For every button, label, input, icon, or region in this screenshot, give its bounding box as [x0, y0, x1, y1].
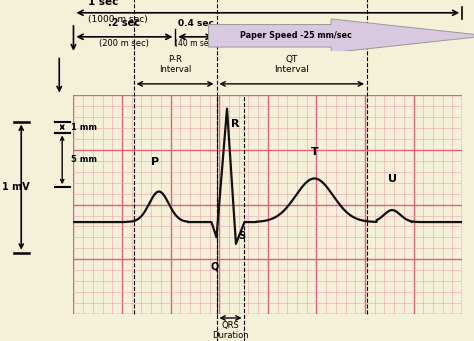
Text: 1 mV: 1 mV — [1, 182, 29, 192]
Text: QRS
Duration: QRS Duration — [212, 321, 249, 340]
Text: S: S — [238, 231, 246, 241]
Text: (40 m sec): (40 m sec) — [175, 40, 216, 48]
Text: QT
Interval: QT Interval — [274, 56, 309, 74]
Text: (1000 m sec): (1000 m sec) — [88, 15, 147, 24]
Text: Q: Q — [210, 261, 219, 271]
Text: .2 sec: .2 sec — [109, 18, 140, 28]
Text: 1 sec: 1 sec — [88, 0, 118, 6]
Text: 5 mm: 5 mm — [71, 155, 97, 164]
Text: Paper Speed -25 mm/sec: Paper Speed -25 mm/sec — [240, 31, 352, 40]
FancyBboxPatch shape — [209, 19, 474, 53]
Text: P-R
Interval: P-R Interval — [159, 56, 191, 74]
Text: U: U — [388, 174, 397, 184]
Text: P: P — [151, 158, 159, 167]
Text: R: R — [231, 119, 239, 130]
Text: 1 mm: 1 mm — [71, 123, 97, 132]
Text: T: T — [310, 147, 319, 157]
Text: 0.4 sec: 0.4 sec — [178, 19, 213, 28]
Text: (200 m sec): (200 m sec) — [100, 40, 149, 48]
